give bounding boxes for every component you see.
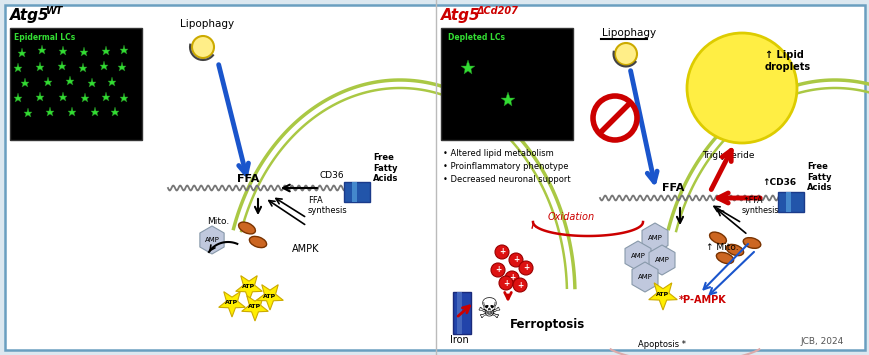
Text: AMP: AMP bbox=[653, 257, 668, 263]
Circle shape bbox=[494, 245, 508, 259]
Text: ↑CD36: ↑CD36 bbox=[761, 178, 795, 187]
Ellipse shape bbox=[726, 244, 743, 256]
Text: Lipophagy: Lipophagy bbox=[601, 28, 655, 38]
Polygon shape bbox=[648, 245, 674, 275]
Circle shape bbox=[614, 43, 636, 65]
FancyBboxPatch shape bbox=[5, 5, 864, 350]
Text: AMP: AMP bbox=[637, 274, 652, 280]
Text: AMP: AMP bbox=[630, 253, 645, 259]
Text: ATP: ATP bbox=[242, 284, 255, 289]
Circle shape bbox=[490, 263, 504, 277]
Circle shape bbox=[508, 253, 522, 267]
Ellipse shape bbox=[742, 237, 760, 248]
Polygon shape bbox=[648, 283, 676, 310]
Text: ↑ Mito.: ↑ Mito. bbox=[705, 243, 738, 252]
FancyBboxPatch shape bbox=[785, 192, 790, 212]
Circle shape bbox=[687, 33, 796, 143]
Text: Triglyceride: Triglyceride bbox=[701, 151, 753, 160]
Text: +: + bbox=[498, 247, 505, 257]
FancyBboxPatch shape bbox=[453, 292, 470, 334]
Text: +: + bbox=[508, 273, 514, 283]
Text: *P-AMPK: *P-AMPK bbox=[678, 295, 726, 305]
Text: ↑ Lipid
droplets: ↑ Lipid droplets bbox=[764, 50, 810, 72]
Text: Mito.: Mito. bbox=[207, 217, 229, 226]
Polygon shape bbox=[641, 223, 667, 253]
Text: +: + bbox=[513, 256, 519, 264]
Text: JCB, 2024: JCB, 2024 bbox=[799, 337, 842, 346]
Text: ATP: ATP bbox=[249, 305, 262, 310]
Text: ATP: ATP bbox=[263, 294, 276, 299]
Text: +: + bbox=[502, 279, 508, 288]
FancyBboxPatch shape bbox=[10, 28, 142, 140]
Text: Atg5: Atg5 bbox=[441, 8, 480, 23]
Circle shape bbox=[519, 261, 533, 275]
Text: Free
Fatty
Acids: Free Fatty Acids bbox=[806, 162, 832, 192]
Text: Depleted LCs: Depleted LCs bbox=[448, 33, 504, 42]
Text: ATP: ATP bbox=[656, 293, 669, 297]
Text: +: + bbox=[522, 263, 528, 273]
Text: Lipophagy: Lipophagy bbox=[180, 19, 234, 29]
Text: • Altered lipid metabolism: • Altered lipid metabolism bbox=[442, 149, 553, 158]
Text: AMP: AMP bbox=[647, 235, 661, 241]
Text: Apoptosis *: Apoptosis * bbox=[637, 340, 686, 349]
Ellipse shape bbox=[709, 232, 726, 244]
Text: FFA
synthesis: FFA synthesis bbox=[308, 196, 348, 215]
Text: Oxidation: Oxidation bbox=[547, 212, 594, 222]
Text: FFA: FFA bbox=[661, 183, 684, 193]
Text: • Proinflammatory phenotype: • Proinflammatory phenotype bbox=[442, 162, 567, 171]
Polygon shape bbox=[235, 276, 262, 301]
Polygon shape bbox=[256, 285, 283, 310]
Text: +: + bbox=[516, 280, 522, 289]
Text: Ferroptosis: Ferroptosis bbox=[509, 318, 585, 331]
Text: CD36: CD36 bbox=[320, 171, 344, 180]
Text: Epidermal LCs: Epidermal LCs bbox=[14, 33, 75, 42]
Text: ATP: ATP bbox=[225, 300, 238, 306]
Ellipse shape bbox=[249, 236, 266, 248]
Polygon shape bbox=[242, 296, 268, 321]
Text: • Decreased neuronal support: • Decreased neuronal support bbox=[442, 175, 570, 184]
Ellipse shape bbox=[715, 252, 733, 264]
Text: +: + bbox=[494, 266, 501, 274]
Text: ΔCd207: ΔCd207 bbox=[476, 6, 518, 16]
Ellipse shape bbox=[238, 222, 255, 234]
Circle shape bbox=[499, 276, 513, 290]
FancyBboxPatch shape bbox=[456, 292, 461, 334]
FancyBboxPatch shape bbox=[343, 182, 369, 202]
Polygon shape bbox=[218, 292, 245, 317]
Text: AMP: AMP bbox=[204, 237, 219, 243]
Polygon shape bbox=[200, 226, 224, 254]
Circle shape bbox=[513, 278, 527, 292]
Text: Free
Fatty
Acids: Free Fatty Acids bbox=[373, 153, 398, 183]
Text: WT: WT bbox=[46, 6, 63, 16]
Text: ↑FFA
synthesis: ↑FFA synthesis bbox=[741, 196, 779, 215]
Polygon shape bbox=[624, 241, 650, 271]
Circle shape bbox=[504, 271, 519, 285]
Text: FFA: FFA bbox=[236, 174, 259, 184]
Polygon shape bbox=[631, 262, 657, 292]
Text: Atg5: Atg5 bbox=[10, 8, 50, 23]
Circle shape bbox=[192, 36, 214, 58]
FancyBboxPatch shape bbox=[352, 182, 356, 202]
Text: ☠: ☠ bbox=[476, 296, 501, 324]
FancyBboxPatch shape bbox=[441, 28, 573, 140]
Text: AMPK: AMPK bbox=[292, 244, 319, 254]
Text: Iron: Iron bbox=[449, 335, 468, 345]
FancyBboxPatch shape bbox=[777, 192, 803, 212]
